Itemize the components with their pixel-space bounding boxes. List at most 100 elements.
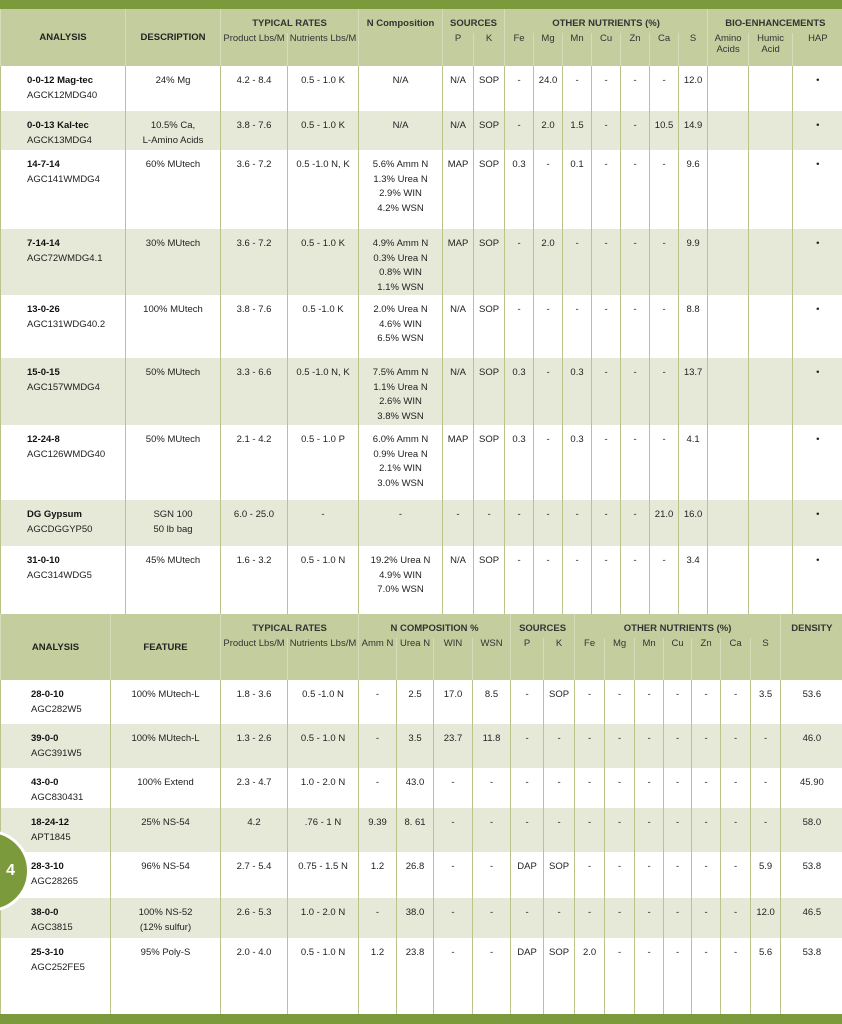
cell-analysis: 7-14-14 AGC72WMDG4.1 xyxy=(0,229,126,295)
header-hap: HAP xyxy=(792,33,842,66)
cell-density: 45.90 xyxy=(780,768,842,808)
cell-n-comp: 5.6% Amm N 1.3% Urea N 2.9% WIN 4.2% WSN xyxy=(358,150,443,229)
product-code: AGC3815 xyxy=(31,921,73,933)
cell-description: 24% Mg xyxy=(125,66,221,111)
product-code: AGC252FE5 xyxy=(31,961,85,973)
cell-mg: - xyxy=(604,724,635,768)
cell-k: SOP xyxy=(473,150,505,229)
cell-p: - xyxy=(510,898,544,938)
product-code: AGC282W5 xyxy=(31,703,82,715)
cell-wsn: 8.5 xyxy=(472,680,511,724)
cell-zn: - xyxy=(620,295,650,358)
cell-product: 4.2 xyxy=(220,808,288,852)
cell-k: - xyxy=(543,808,575,852)
product-analysis: 28-3-10 xyxy=(31,861,64,872)
cell-urea: 38.0 xyxy=(396,898,434,938)
header-nutrients: Nutrients Lbs/M xyxy=(286,638,359,680)
cell-ca: - xyxy=(649,229,679,295)
cell-cu: - xyxy=(663,724,692,768)
header-p: P xyxy=(510,638,544,680)
cell-line: 7.5% Amm N xyxy=(372,367,429,378)
header-typical-rates: TYPICAL RATES xyxy=(219,9,359,33)
cell-nutrients: 1.0 - 2.0 N xyxy=(286,898,359,938)
cell-fe: - xyxy=(574,898,605,938)
cell-analysis: 38-0-0 AGC3815 xyxy=(0,898,111,938)
cell-product: 3.6 - 7.2 xyxy=(220,150,288,229)
product-code: AGCDGGYP50 xyxy=(27,523,93,535)
cell-line: 4.6% WIN xyxy=(379,318,422,330)
cell-win: - xyxy=(433,852,473,898)
cell-line: - xyxy=(398,509,403,520)
cell-mn: - xyxy=(634,852,664,898)
cell-amino xyxy=(707,111,749,150)
cell-analysis: 43-0-0 AGC830431 xyxy=(0,768,111,808)
cell-product: 3.8 - 7.6 xyxy=(220,295,288,358)
header-amino: Amino Acids xyxy=(707,33,749,66)
product-analysis: 31-0-10 xyxy=(27,555,60,566)
cell-win: - xyxy=(433,938,473,1014)
cell-fe: - xyxy=(574,680,605,724)
cell-nutrients: 0.5 - 1.0 K xyxy=(286,229,359,295)
cell-analysis: 14-7-14 AGC141WMDG4 xyxy=(0,150,126,229)
cell-ca: - xyxy=(649,546,679,614)
cell-humic xyxy=(748,425,793,500)
cell-line: 6.0% Amm N xyxy=(372,434,429,445)
product-code: AGC126WMDG40 xyxy=(27,448,106,460)
cell-n-comp: N/A xyxy=(358,66,443,111)
cell-mn: 0.1 xyxy=(562,150,592,229)
cell-line: 4.9% WIN xyxy=(379,569,422,581)
cell-k: SOP xyxy=(473,295,505,358)
table-row: 31-0-10 AGC314WDG5 45% MUtech 1.6 - 3.2 0.5 … xyxy=(0,546,842,614)
cell-description: 45% MUtech xyxy=(125,546,221,614)
cell-line: 60% MUtech xyxy=(145,159,201,170)
cell-ca: - xyxy=(649,150,679,229)
cell-fe: - xyxy=(574,808,605,852)
cell-k: - xyxy=(473,500,505,546)
product-code: AGC157WMDG4 xyxy=(27,381,100,393)
product-analysis: 7-14-14 xyxy=(27,238,60,249)
cell-feature: 100% Extend xyxy=(110,768,221,808)
cell-fe: - xyxy=(504,229,534,295)
cell-k: - xyxy=(543,768,575,808)
cell-k: SOP xyxy=(473,425,505,500)
header-zn: Zn xyxy=(620,33,650,66)
cell-hap: • xyxy=(792,229,842,295)
cell-k: - xyxy=(543,898,575,938)
header-bio-enhancements: BIO-ENHANCEMENTS xyxy=(707,9,842,33)
cell-p: N/A xyxy=(442,295,474,358)
cell-line: 96% NS-54 xyxy=(141,861,190,872)
cell-zn: - xyxy=(620,425,650,500)
cell-amino xyxy=(707,358,749,425)
cell-product: 2.0 - 4.0 xyxy=(220,938,288,1014)
cell-s: 9.9 xyxy=(678,229,708,295)
cell-fe: - xyxy=(574,724,605,768)
header-product: Product Lbs/M xyxy=(220,638,288,680)
cell-line: 30% MUtech xyxy=(145,238,201,249)
cell-urea: 26.8 xyxy=(396,852,434,898)
cell-mg: - xyxy=(604,898,635,938)
cell-wsn: - xyxy=(472,898,511,938)
header-wsn: WSN xyxy=(472,638,511,680)
cell-feature: 95% Poly-S xyxy=(110,938,221,1014)
cell-product: 1.8 - 3.6 xyxy=(220,680,288,724)
cell-analysis: 15-0-15 AGC157WMDG4 xyxy=(0,358,126,425)
cell-line: 0.3% Urea N xyxy=(373,252,428,264)
cell-amino xyxy=(707,229,749,295)
product-analysis: 0-0-13 Kal-tec xyxy=(27,120,89,131)
product-code: AGC28265 xyxy=(31,875,79,887)
cell-nutrients: 0.5 - 1.0 N xyxy=(286,546,359,614)
header-sources: SOURCES xyxy=(510,614,575,638)
cell-n-comp: 7.5% Amm N 1.1% Urea N 2.6% WIN 3.8% WSN xyxy=(358,358,443,425)
cell-cu: - xyxy=(591,546,621,614)
cell-product: 4.2 - 8.4 xyxy=(220,66,288,111)
cell-line: 1.1% Urea N xyxy=(373,381,428,393)
header-urea: Urea N xyxy=(396,638,434,680)
cell-mg: - xyxy=(533,425,563,500)
table-row: 15-0-15 AGC157WMDG4 50% MUtech 3.3 - 6.6 0.5… xyxy=(0,358,842,425)
header-analysis: ANALYSIS xyxy=(0,9,126,66)
cell-zn: - xyxy=(620,111,650,150)
product-analysis: DG Gypsum xyxy=(27,509,82,520)
header-humic: Humic Acid xyxy=(748,33,793,66)
cell-amm: - xyxy=(358,680,397,724)
cell-win: 17.0 xyxy=(433,680,473,724)
